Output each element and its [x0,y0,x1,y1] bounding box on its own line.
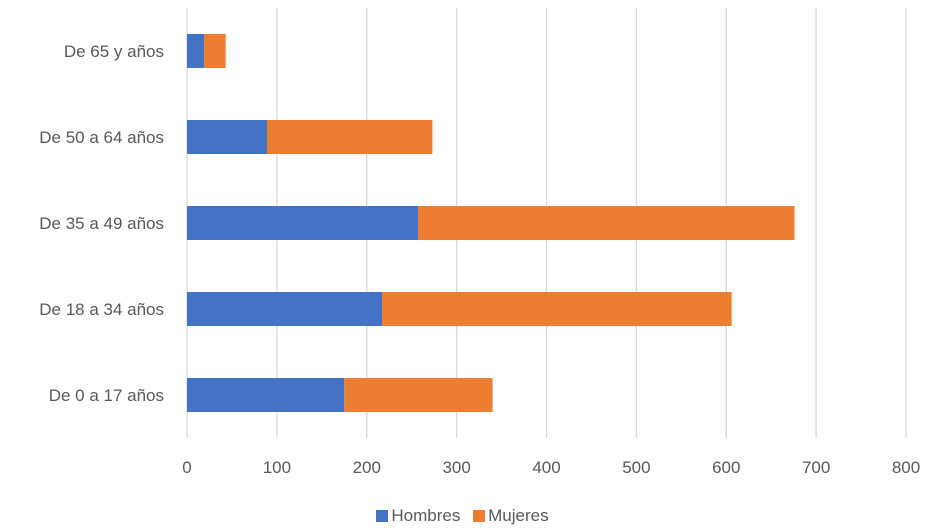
bar-mujeres-0 [344,378,493,412]
x-tick-label-200: 200 [353,458,381,477]
x-tick-label-500: 500 [622,458,650,477]
x-tick-label-0: 0 [182,458,191,477]
legend-swatch-hombres [376,510,389,522]
category-labels: De 0 a 17 años De 18 a 34 años De 35 a 49 … [39,42,164,405]
bar-mujeres-1 [382,292,732,326]
x-tick-label-600: 600 [712,458,740,477]
chart-area: De 0 a 17 años De 18 a 34 años De 35 a 49 … [39,8,920,477]
tick-labels: 0 100 200 300 400 500 600 700 800 [182,458,920,477]
bar-hombres-1 [187,292,383,326]
category-label-0: De 0 a 17 años [49,386,164,405]
x-tick-label-700: 700 [802,458,830,477]
category-label-2: De 35 a 49 años [39,214,164,233]
bar-hombres-2 [187,206,418,240]
bar-hombres-4 [187,34,205,68]
bar-hombres-0 [187,378,345,412]
bar-mujeres-2 [417,206,795,240]
legend-label-mujeres: Mujeres [488,506,549,525]
x-tick-label-100: 100 [263,458,291,477]
legend-item-mujeres: Mujeres [473,506,549,526]
legend: Hombres Mujeres [0,506,925,527]
bars [187,34,795,412]
category-label-1: De 18 a 34 años [39,300,164,319]
x-tick-label-800: 800 [892,458,920,477]
legend-item-hombres: Hombres [376,506,460,526]
x-tick-label-300: 300 [442,458,470,477]
bar-hombres-3 [187,120,267,154]
x-tick-label-400: 400 [532,458,560,477]
category-label-4: De 65 y años [64,42,164,61]
legend-swatch-mujeres [473,510,486,522]
legend-label-hombres: Hombres [391,506,461,525]
bar-mujeres-3 [266,120,433,154]
category-label-3: De 50 a 64 años [39,128,164,147]
bar-mujeres-4 [204,34,226,68]
